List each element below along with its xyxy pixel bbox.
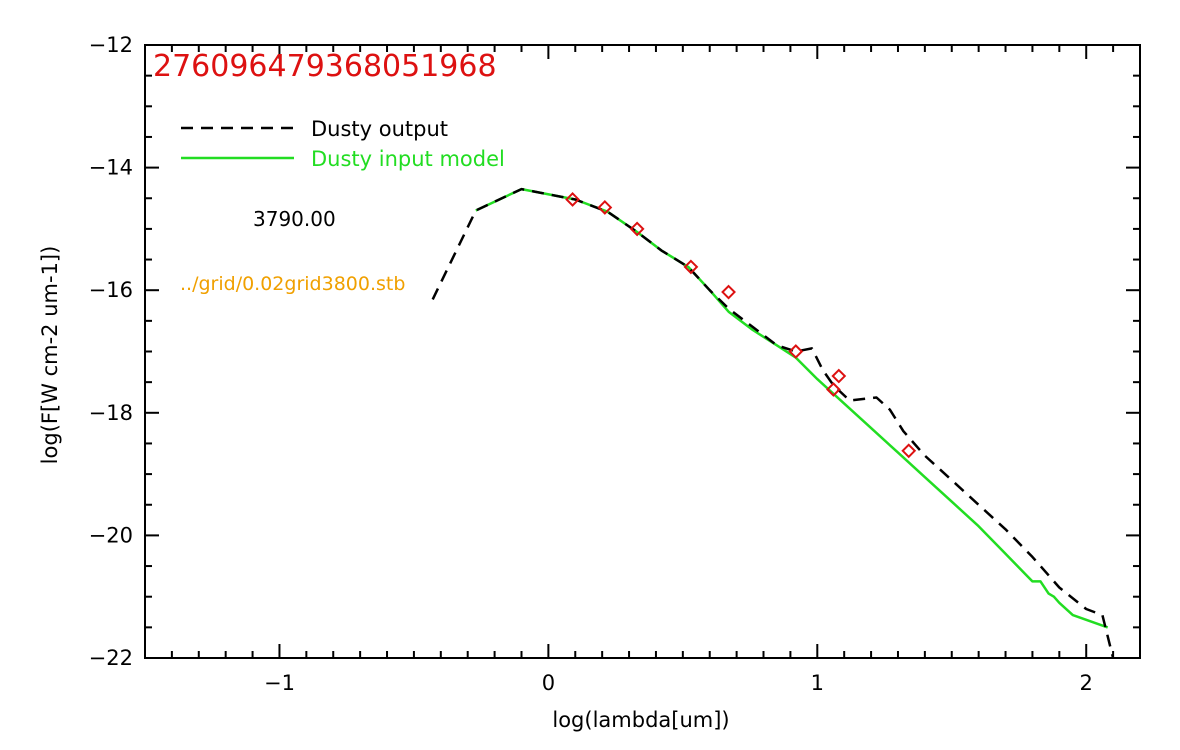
- photometry-point: [565, 192, 580, 207]
- photometry-point: [831, 368, 847, 384]
- series-lines: [431, 187, 1115, 659]
- legend-label-dusty-input: Dusty input model: [311, 147, 505, 171]
- y-tick-label: −16: [89, 278, 133, 302]
- annotation-file: ../grid/0.02grid3800.stb: [180, 273, 405, 295]
- series-line-dusty-output: [431, 187, 1115, 659]
- photometry-point: [721, 284, 736, 300]
- x-tick-label: 0: [542, 671, 555, 695]
- x-tick-label: 1: [811, 671, 824, 695]
- y-tick-label: −14: [89, 156, 133, 180]
- photometry-markers: [565, 192, 917, 459]
- plot-frame: [144, 44, 1141, 659]
- y-tick-label: −20: [89, 523, 133, 547]
- photometry-point: [826, 382, 841, 397]
- x-tick-label: −1: [264, 671, 295, 695]
- photometry-point: [629, 221, 645, 237]
- x-tick-label: 2: [1080, 671, 1093, 695]
- photometry-point: [901, 443, 917, 459]
- annotation-value: 3790.00: [253, 207, 336, 231]
- chart-title: 276096479368051968: [153, 49, 497, 84]
- legend: Dusty output Dusty input model: [181, 117, 505, 171]
- photometry-point: [788, 344, 804, 359]
- y-axis-title: log(F[W cm-2 um-1]): [38, 246, 62, 465]
- x-axis-title: log(lambda[um]): [552, 708, 729, 732]
- y-tick-label: −18: [89, 401, 133, 425]
- y-tick-label: −12: [89, 33, 133, 57]
- legend-label-dusty-output: Dusty output: [311, 117, 448, 141]
- photometry-point: [683, 259, 699, 275]
- tick-labels: −1 0 1 2 −12 −14 −16 −18 −20 −22: [89, 33, 1093, 695]
- y-tick-label: −22: [89, 646, 133, 670]
- photometry-point: [597, 200, 613, 215]
